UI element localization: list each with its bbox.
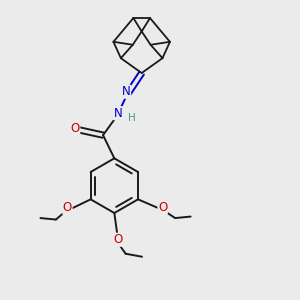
Text: O: O [158,201,167,214]
Text: O: O [70,122,80,134]
Text: N: N [113,106,122,120]
Text: H: H [128,113,136,123]
Text: O: O [63,201,72,214]
Text: N: N [122,85,130,98]
Text: O: O [113,233,122,246]
